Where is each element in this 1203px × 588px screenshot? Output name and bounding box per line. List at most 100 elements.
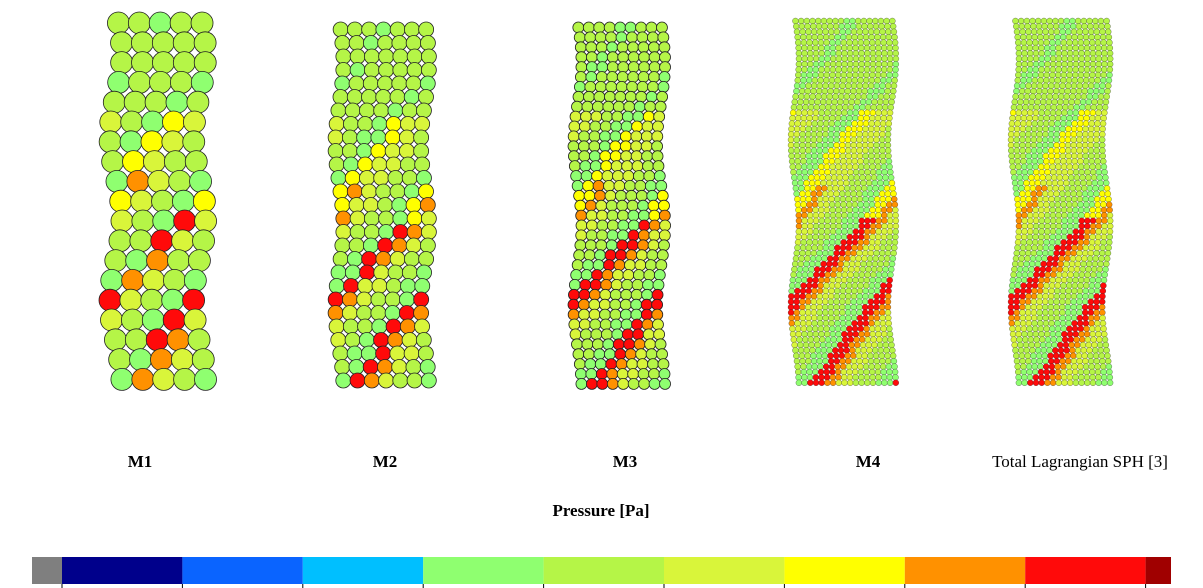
particle (854, 341, 861, 349)
particle (823, 163, 831, 170)
particle (400, 278, 416, 294)
particle (1083, 282, 1090, 289)
particle (1037, 325, 1045, 332)
particle (847, 55, 854, 62)
particle (1059, 147, 1066, 154)
particle (823, 77, 830, 84)
particle (1025, 244, 1032, 251)
particle (1088, 282, 1096, 289)
particle (1095, 228, 1102, 235)
particle (1105, 82, 1112, 89)
particle (567, 140, 580, 153)
particle (800, 363, 807, 370)
particle (879, 120, 887, 127)
particle (844, 250, 852, 257)
particle (150, 348, 173, 372)
particle (875, 271, 883, 278)
particle (807, 379, 814, 386)
particle (572, 348, 585, 361)
particle (834, 115, 842, 122)
particle (592, 179, 605, 192)
particle (1014, 325, 1022, 332)
particle (1076, 250, 1083, 257)
particle (635, 249, 648, 262)
particle (627, 71, 640, 83)
particle (594, 249, 606, 262)
particle (360, 345, 377, 362)
particle (589, 120, 602, 133)
particle (1071, 34, 1078, 41)
particle (334, 35, 351, 51)
particle (1049, 71, 1056, 79)
particle (792, 93, 799, 100)
particle (805, 34, 813, 41)
particle (867, 88, 874, 95)
particle (346, 183, 363, 200)
particle (346, 251, 363, 267)
particle (1042, 28, 1049, 35)
particle (816, 82, 824, 89)
particle (802, 174, 809, 181)
particle (800, 115, 808, 122)
particle (835, 169, 843, 176)
particle (1020, 163, 1028, 170)
particle (1027, 271, 1034, 278)
particle (1043, 77, 1050, 84)
particle (818, 169, 826, 176)
particle (806, 71, 813, 79)
particle (192, 189, 216, 213)
particle (1065, 28, 1072, 35)
particle (885, 125, 892, 133)
particle (1029, 93, 1036, 100)
particle (584, 358, 597, 371)
particle (851, 152, 858, 160)
particle (1032, 206, 1039, 214)
particle (857, 239, 864, 246)
particle (621, 160, 633, 173)
particle (1057, 341, 1064, 349)
particle (846, 331, 854, 338)
particle (645, 90, 658, 103)
particle (1031, 287, 1038, 295)
particle (827, 309, 835, 316)
particle (825, 174, 832, 181)
particle (1031, 158, 1039, 165)
particle (119, 288, 143, 312)
particle (1101, 55, 1108, 62)
particle (1053, 131, 1060, 138)
particle (568, 288, 580, 301)
particle (1018, 88, 1026, 95)
particle (1093, 304, 1100, 311)
particle (885, 287, 892, 295)
particle (867, 250, 874, 257)
particle (1089, 50, 1097, 57)
particle (795, 379, 803, 386)
particle (614, 90, 627, 103)
particle (1025, 196, 1032, 203)
particle (1092, 23, 1100, 30)
particle (1063, 347, 1070, 354)
particle (829, 61, 837, 68)
particle (612, 269, 624, 281)
particle (1059, 196, 1067, 203)
particle (810, 28, 818, 35)
particle (795, 109, 803, 116)
particle (1042, 304, 1049, 311)
particle (1042, 298, 1049, 305)
particle (1055, 379, 1062, 386)
particle (824, 61, 831, 68)
particle (1016, 174, 1024, 181)
particle (873, 190, 880, 197)
particle (1088, 244, 1095, 251)
particle (1049, 374, 1056, 381)
particle (839, 309, 846, 316)
particle (370, 291, 387, 308)
particle (795, 66, 802, 73)
particle (881, 336, 889, 343)
particle (1101, 109, 1108, 116)
particle (811, 239, 819, 246)
particle (581, 100, 594, 113)
particle (845, 287, 852, 295)
particle (658, 229, 671, 242)
particle (868, 152, 875, 160)
